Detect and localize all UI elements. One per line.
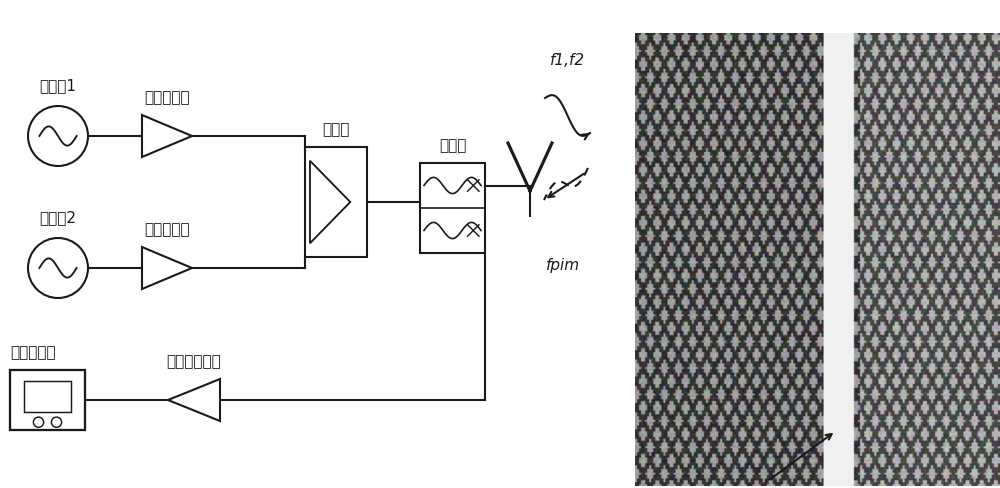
Text: 频谱分析仪: 频谱分析仪 [10, 345, 56, 360]
Circle shape [28, 106, 88, 166]
Text: 频率坨1: 频率坨1 [39, 78, 76, 93]
Bar [420, 163, 485, 253]
Text: 低噪声放大器: 低噪声放大器 [167, 354, 221, 369]
Text: 功率放大器: 功率放大器 [144, 222, 190, 237]
Polygon shape [142, 247, 192, 289]
Text: 合路器: 合路器 [322, 122, 350, 137]
Polygon shape [168, 379, 220, 421]
Text: 功率放大器: 功率放大器 [144, 90, 190, 105]
Polygon shape [142, 115, 192, 157]
Text: f1,f2: f1,f2 [550, 53, 586, 68]
Text: fpim: fpim [546, 258, 580, 273]
Circle shape [28, 238, 88, 298]
Text: 频率坨2: 频率坨2 [39, 210, 76, 225]
Bar [305, 147, 367, 257]
Text: 双工器: 双工器 [439, 138, 466, 153]
Bar [24, 381, 71, 412]
Bar [10, 370, 85, 430]
